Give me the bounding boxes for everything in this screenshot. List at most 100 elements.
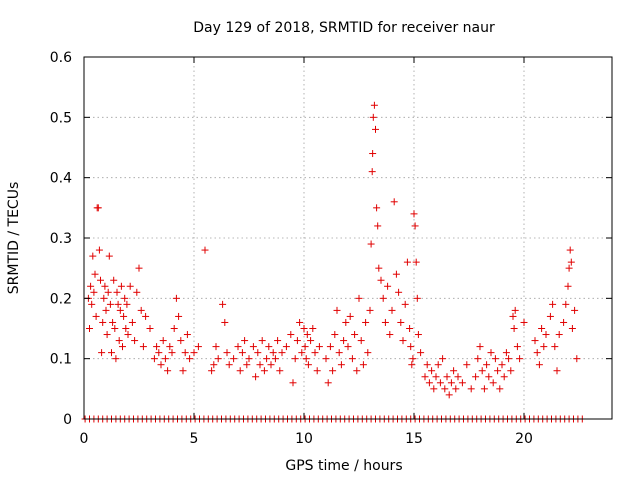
data-point xyxy=(381,318,389,326)
data-point xyxy=(370,101,378,109)
data-point xyxy=(121,294,129,302)
data-point xyxy=(502,349,510,357)
data-point xyxy=(260,367,268,375)
data-point xyxy=(549,300,557,308)
data-point xyxy=(223,349,231,357)
data-point xyxy=(372,125,379,133)
data-point xyxy=(153,343,161,351)
data-point xyxy=(414,331,422,339)
data-point xyxy=(225,361,233,369)
data-point xyxy=(303,331,311,339)
data-point xyxy=(322,355,330,363)
data-point xyxy=(443,373,451,381)
data-point xyxy=(510,325,518,332)
data-point xyxy=(113,288,121,296)
data-point xyxy=(120,312,128,320)
data-point xyxy=(564,282,572,290)
data-point xyxy=(114,300,122,308)
y-tick-label: 0.3 xyxy=(50,231,72,247)
data-point xyxy=(342,318,350,326)
data-point xyxy=(326,343,334,351)
x-tick-label: 5 xyxy=(190,431,199,447)
data-point xyxy=(172,294,180,302)
data-point xyxy=(407,343,415,351)
data-point xyxy=(447,379,455,387)
data-point xyxy=(450,367,458,375)
data-point xyxy=(520,318,528,326)
data-point xyxy=(401,300,409,308)
data-point xyxy=(186,355,194,363)
data-point xyxy=(335,349,343,357)
data-point xyxy=(553,367,561,375)
data-point xyxy=(368,168,376,176)
data-point xyxy=(133,288,141,296)
data-point xyxy=(276,367,284,375)
data-point xyxy=(289,379,297,387)
data-point xyxy=(535,361,543,369)
data-point xyxy=(302,355,310,363)
data-point xyxy=(112,355,120,363)
data-point xyxy=(379,294,387,302)
data-point xyxy=(101,282,109,290)
data-point xyxy=(573,355,581,363)
y-tick-label: 0.2 xyxy=(50,291,72,307)
data-point xyxy=(367,240,375,248)
data-point xyxy=(265,343,273,351)
data-point xyxy=(252,373,260,381)
data-point xyxy=(210,361,218,369)
data-point xyxy=(463,361,471,369)
data-point xyxy=(439,355,447,363)
data-point xyxy=(333,306,341,314)
data-point xyxy=(179,367,187,375)
data-point xyxy=(311,349,319,357)
data-point xyxy=(291,355,299,363)
data-point xyxy=(441,385,449,393)
data-point xyxy=(177,337,185,345)
data-point xyxy=(540,343,548,351)
data-point xyxy=(124,331,132,339)
data-point xyxy=(513,343,521,351)
data-point xyxy=(474,355,482,363)
x-tick-label: 0 xyxy=(80,431,89,447)
y-axis-label: SRMTID / TECUs xyxy=(6,182,22,295)
data-point xyxy=(241,337,249,345)
data-point xyxy=(406,325,414,332)
x-tick-label: 20 xyxy=(515,431,533,447)
data-point xyxy=(340,337,348,345)
data-point xyxy=(425,379,433,387)
data-point xyxy=(384,282,392,290)
data-point xyxy=(159,337,167,345)
data-point xyxy=(142,312,150,320)
data-point xyxy=(106,300,114,308)
data-point xyxy=(315,343,323,351)
data-point xyxy=(234,343,242,351)
data-point xyxy=(472,373,480,381)
data-point xyxy=(555,331,563,339)
data-point xyxy=(445,391,453,399)
data-point xyxy=(183,331,191,339)
data-point xyxy=(296,318,304,326)
data-point xyxy=(301,343,309,351)
data-point xyxy=(201,246,209,254)
data-point xyxy=(366,306,374,314)
data-point xyxy=(139,343,147,351)
y-tick-label: 0.1 xyxy=(50,352,72,368)
data-point xyxy=(194,343,202,351)
data-point xyxy=(531,337,539,345)
data-point xyxy=(369,150,377,158)
data-point xyxy=(436,379,444,387)
data-point xyxy=(102,306,110,314)
data-point xyxy=(263,355,271,363)
data-point xyxy=(304,361,312,369)
chart-title: Day 129 of 2018, SRMTID for receiver nau… xyxy=(193,20,495,36)
data-point xyxy=(337,361,345,369)
data-point xyxy=(274,337,282,345)
data-point xyxy=(355,294,363,302)
data-point xyxy=(161,355,169,363)
data-point xyxy=(496,385,504,393)
data-marks xyxy=(81,101,586,423)
data-point xyxy=(489,379,497,387)
data-point xyxy=(498,361,506,369)
data-point xyxy=(516,355,524,363)
data-point xyxy=(238,349,246,357)
